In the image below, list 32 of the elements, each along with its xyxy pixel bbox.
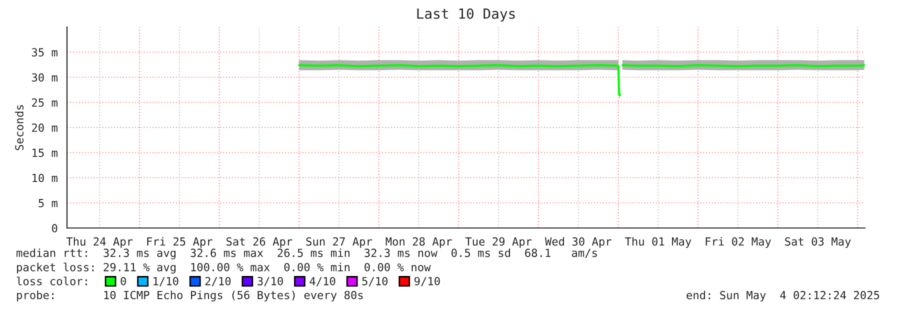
x-tick-label: Thu 24 Apr xyxy=(66,237,133,248)
x-tick-label: Tue 29 Apr xyxy=(465,237,532,248)
legend-label: 9/10 xyxy=(414,276,440,286)
y-tick-label: 15 m xyxy=(32,148,58,158)
y-tick-label: 20 m xyxy=(32,124,58,132)
x-tick-label: Wed 30 Apr xyxy=(544,237,612,248)
y-tick-label: 30 m xyxy=(32,73,58,82)
y-tick-label: 0 xyxy=(52,224,58,232)
x-tick-label: Fri 02 May xyxy=(706,237,771,248)
text: median rtt: 32.3 ms avg 32.6 ms max 26.5 ms min 32.3 ms now 0.5 ms sd 68.1 am/s xyxy=(16,248,597,260)
text: end: Sun May 4 02:12:24 2025 xyxy=(686,290,880,302)
y-tick-label: 5 m xyxy=(38,199,58,208)
legend-label: 0 xyxy=(120,276,126,286)
x-tick-label: Thu 01 May xyxy=(624,237,692,248)
y-tick-label: 25 m xyxy=(32,98,58,107)
x-tick-label: Mon 28 Apr xyxy=(386,237,452,248)
x-tick-label: Fri 25 Apr xyxy=(147,237,212,248)
legend-label: 5/10 xyxy=(362,276,388,286)
legend-label: 1/10 xyxy=(154,276,178,286)
x-tick-label: Sat 26 Apr xyxy=(226,237,292,248)
legend-label: 3/10 xyxy=(258,276,283,286)
y-tick-label: 35 m xyxy=(32,48,58,57)
x-tick-label: Sat 03 May xyxy=(785,237,851,248)
text: packet loss: 29.11 % avg 100.00 % max 0.00 % min 0.00 % now xyxy=(17,262,431,274)
chart-title: Last 10 Days xyxy=(417,8,515,22)
legend-label: 4/10 xyxy=(310,276,336,286)
y-tick-label: 10 m xyxy=(32,174,58,182)
text: probe: 10 ICMP Echo Pings (56 Bytes) every 80s xyxy=(17,290,363,302)
x-tick-label: Sun 27 Apr xyxy=(306,237,372,248)
legend-label: 2/10 xyxy=(205,276,231,286)
legend-title: loss color: xyxy=(16,276,87,286)
y-axis-title: Seconds xyxy=(14,105,24,150)
